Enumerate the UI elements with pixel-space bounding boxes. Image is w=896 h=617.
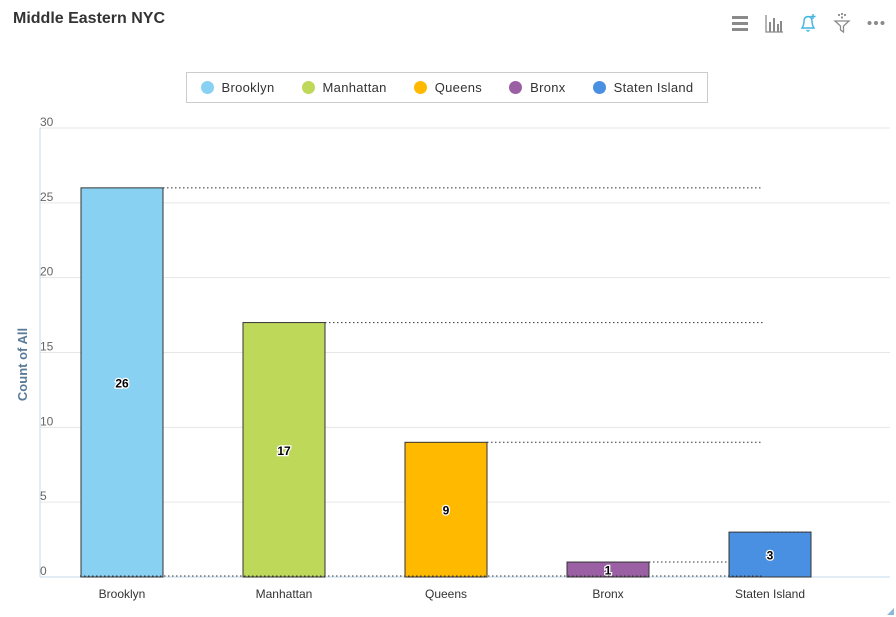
menu-icon[interactable]: [730, 12, 750, 34]
legend-item-manhattan[interactable]: Manhattan: [301, 80, 387, 95]
x-tick-label: Manhattan: [256, 587, 313, 601]
bar-queens: [404, 441, 488, 578]
bar-manhattan: [242, 322, 326, 578]
x-tick-label: Queens: [425, 587, 467, 601]
legend-swatch: [509, 81, 523, 94]
y-tick-label: 0: [40, 564, 47, 578]
y-tick-label: 5: [40, 489, 47, 503]
filter-icon[interactable]: [832, 12, 852, 34]
legend-item-brooklyn[interactable]: Brooklyn: [200, 80, 275, 95]
bell-plus-icon[interactable]: [798, 12, 818, 34]
legend-label: Queens: [434, 80, 483, 95]
more-icon[interactable]: [866, 12, 886, 34]
legend-label: Staten Island: [613, 80, 694, 95]
resize-handle[interactable]: [887, 608, 894, 615]
data-label: 17: [277, 444, 291, 458]
chart-legend: Brooklyn Manhattan Queens Bronx Staten I…: [186, 72, 708, 103]
legend-label: Brooklyn: [221, 80, 275, 95]
chart-title: Middle Eastern NYC: [13, 10, 166, 27]
x-tick-label: Bronx: [592, 587, 623, 601]
legend-label: Manhattan: [322, 80, 387, 95]
y-tick-label: 30: [40, 115, 54, 129]
legend-label: Bronx: [530, 80, 566, 95]
legend-swatch: [413, 81, 427, 94]
legend-swatch: [200, 81, 214, 94]
data-label: 9: [443, 504, 450, 518]
bar-brooklyn: [80, 187, 164, 578]
legend-swatch: [301, 81, 315, 94]
y-tick-label: 20: [40, 265, 54, 279]
legend-item-queens[interactable]: Queens: [413, 80, 483, 95]
data-label: 3: [767, 549, 774, 563]
legend-item-staten-island[interactable]: Staten Island: [592, 80, 694, 95]
legend-item-bronx[interactable]: Bronx: [509, 80, 565, 95]
y-tick-label: 10: [40, 414, 54, 428]
y-tick-label: 15: [40, 340, 54, 354]
bar-staten-island: [728, 531, 812, 578]
data-label: 26: [115, 376, 129, 390]
data-label: 1: [605, 564, 612, 578]
y-axis-title: Count of All: [15, 328, 30, 401]
x-tick-label: Staten Island: [735, 587, 805, 601]
chart-toolbar: [730, 12, 886, 34]
legend-swatch: [592, 81, 606, 94]
bar-chart-icon[interactable]: [764, 12, 784, 34]
y-tick-label: 25: [40, 190, 54, 204]
bar-bronx: [566, 561, 650, 578]
x-tick-label: Brooklyn: [99, 587, 146, 601]
